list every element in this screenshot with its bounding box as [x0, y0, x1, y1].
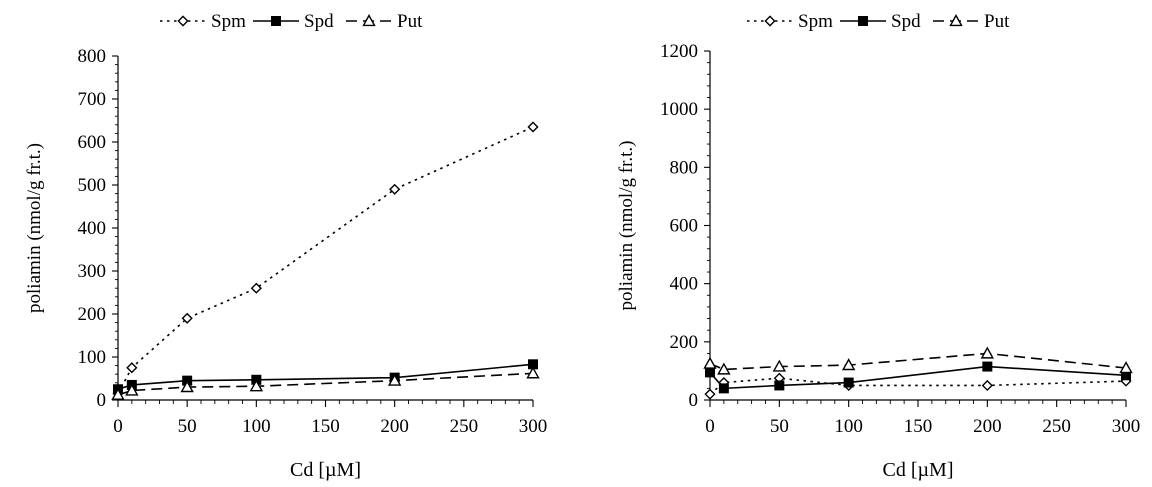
x-tick-label: 300 [519, 416, 548, 437]
x-tick-label: 150 [311, 416, 340, 437]
legend-marker-put [949, 14, 963, 27]
data-point-spd [774, 380, 785, 391]
x-tick-label: 50 [178, 416, 197, 437]
data-point-spm [527, 121, 539, 133]
y-tick-label: 1200 [660, 41, 698, 62]
y-tick-label: 700 [78, 89, 107, 110]
data-point-put [772, 359, 787, 372]
data-point-put [387, 373, 402, 386]
y-tick-label: 200 [78, 304, 107, 325]
x-axis-title: Cd [µM] [290, 459, 361, 481]
data-point-spm [981, 379, 993, 392]
data-point-put [111, 387, 125, 400]
y-tick-label: 800 [78, 46, 107, 67]
y-tick-label: 200 [670, 332, 699, 353]
legend: Spm Spd Put [747, 11, 1010, 32]
y-tick-label: 0 [97, 390, 107, 411]
legend-label-spd: Spd [891, 11, 921, 32]
data-point-put [125, 383, 139, 396]
x-tick-label: 150 [904, 416, 933, 437]
data-point-put [717, 362, 731, 375]
data-point-put [249, 379, 264, 392]
chart-panel-left: 0 100 200 300 400 500 600 700 800 0 50 100 150 200 250… [24, 11, 547, 481]
legend-marker-spd [271, 16, 281, 26]
y-tick-label: 500 [78, 175, 107, 196]
y-tick-label: 400 [670, 274, 699, 295]
y-tick-label: 100 [78, 347, 107, 368]
x-tick-label: 0 [113, 416, 123, 437]
series-line-put [117, 372, 534, 396]
data-point-put [841, 358, 856, 371]
x-tick-label: 200 [973, 416, 1002, 437]
legend-label-put: Put [397, 11, 423, 32]
y-tick-label: 600 [670, 216, 699, 237]
data-point-put [703, 356, 717, 369]
data-point-spm [389, 183, 401, 195]
series-line-spm [117, 126, 534, 394]
data-point-spd [528, 359, 538, 370]
x-tick-label: 100 [834, 416, 863, 437]
series-line-spd [117, 363, 534, 391]
y-tick-label: 800 [670, 157, 699, 178]
legend-marker-spm [764, 15, 776, 27]
data-point-spm [126, 362, 138, 374]
legend-label-spm: Spm [211, 11, 246, 32]
legend-marker-put [362, 14, 376, 27]
chart-panel-right: 0 200 400 600 800 1000 1200 0 50 100 150 200 250 300 p… [616, 11, 1140, 481]
data-point-spm [250, 282, 262, 294]
x-tick-label: 250 [1042, 416, 1071, 437]
legend-label-put: Put [984, 11, 1010, 32]
y-axis-title: poliamin (nmol/g fr.t.) [616, 141, 637, 311]
legend-label-spm: Spm [798, 11, 833, 32]
legend-marker-spm [177, 15, 189, 27]
data-point-put [526, 366, 540, 379]
legend-label-spd: Spd [304, 11, 334, 32]
x-tick-label: 50 [770, 416, 789, 437]
y-tick-label: 0 [689, 390, 699, 411]
legend: Spm Spd Put [160, 11, 423, 32]
series-line-spd [709, 365, 1127, 390]
data-point-spd [982, 361, 993, 372]
x-tick-label: 0 [705, 416, 715, 437]
data-point-spm [704, 388, 716, 400]
data-point-spm [181, 312, 193, 324]
x-tick-label: 200 [380, 416, 409, 437]
data-point-spd [705, 367, 715, 378]
y-tick-label: 400 [78, 218, 107, 239]
data-point-put [180, 380, 194, 393]
data-point-spd [718, 383, 729, 394]
y-tick-label: 1000 [660, 99, 698, 120]
x-axis-title: Cd [µM] [883, 459, 954, 481]
x-tick-label: 100 [242, 416, 271, 437]
x-tick-label: 250 [450, 416, 479, 437]
data-point-put [1119, 361, 1133, 374]
y-axis-title: poliamin (nmol/g fr.t.) [24, 143, 45, 313]
y-tick-label: 300 [78, 261, 107, 282]
data-point-put [980, 346, 995, 359]
legend-marker-spd [858, 16, 868, 26]
series-line-put [709, 352, 1127, 371]
x-tick-label: 300 [1112, 416, 1141, 437]
data-point-spd [843, 377, 854, 388]
y-tick-label: 600 [78, 132, 107, 153]
data-point-spd [1121, 370, 1131, 381]
